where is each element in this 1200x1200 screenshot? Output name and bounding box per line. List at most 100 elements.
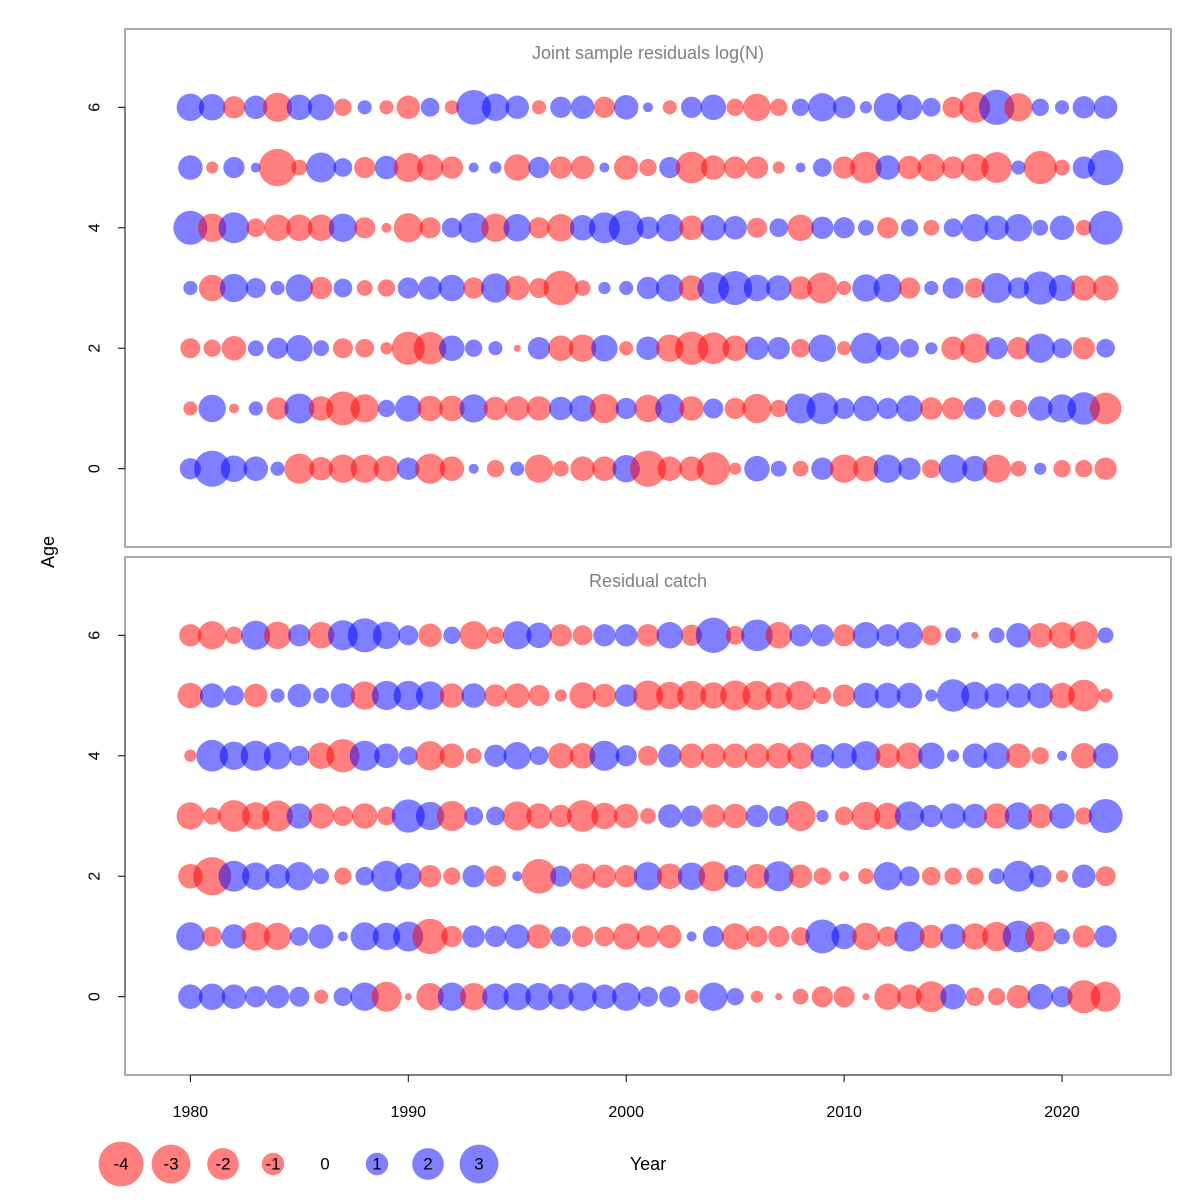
bubble (877, 217, 899, 239)
bubble (875, 155, 900, 180)
legend-label: -4 (113, 1155, 128, 1174)
bubble (468, 463, 479, 474)
bubble (415, 453, 446, 484)
bubble (1032, 219, 1049, 236)
bubble (1096, 338, 1115, 358)
bubble (1007, 337, 1030, 360)
bubble (525, 982, 553, 1011)
y-tick-label: 2 (87, 872, 104, 881)
bubble (832, 684, 856, 707)
bubble (393, 680, 423, 711)
bubble (572, 925, 594, 948)
bubble (656, 214, 684, 242)
y-axis: 0 2 4 6 (87, 631, 126, 1001)
bubble (334, 867, 352, 885)
bubble (833, 217, 855, 239)
bubble (723, 216, 747, 240)
bubble (745, 336, 769, 360)
y-tick-label: 4 (87, 751, 104, 760)
bubble (250, 162, 261, 173)
bubble (615, 624, 638, 647)
bubble (439, 743, 465, 769)
bubble (701, 804, 726, 828)
bubble (221, 984, 247, 1009)
bubble (594, 926, 615, 947)
bubble (619, 280, 634, 296)
bubble (877, 397, 899, 420)
bubble (503, 621, 532, 650)
bubble (464, 339, 483, 357)
bubble (1088, 799, 1123, 833)
bubble (325, 391, 360, 426)
bubble (245, 277, 266, 299)
bubble (459, 621, 488, 650)
bubble (398, 746, 418, 766)
bubble (695, 617, 732, 654)
legend-layer: -4 -3 -2 -1 0 1 2 3 (98, 1141, 499, 1187)
bubble (223, 685, 244, 706)
bubble (262, 92, 293, 122)
bubble (615, 397, 637, 420)
bubble (481, 213, 510, 242)
bubble (1006, 623, 1031, 648)
bubble (374, 155, 399, 180)
bubble (915, 981, 947, 1013)
bubble (962, 803, 988, 829)
bubble (176, 802, 205, 830)
bubble (504, 275, 530, 301)
bubble (768, 925, 790, 948)
bubble (852, 922, 880, 951)
legend-item: -2 (207, 1148, 239, 1180)
bubble (443, 626, 461, 644)
panel-1: Joint sample residuals log(N) 0 2 4 6 (87, 28, 1172, 548)
bubble (314, 989, 329, 1004)
bubble (1072, 96, 1096, 119)
bubble (328, 454, 358, 483)
bubble (350, 394, 379, 423)
bubble (543, 270, 579, 306)
bubble (462, 865, 485, 888)
bubble (896, 622, 923, 649)
bubble (923, 219, 940, 236)
bubble (1071, 743, 1097, 769)
bubble (858, 219, 874, 236)
bubble (468, 162, 479, 173)
bubble (874, 802, 901, 830)
bubble (858, 868, 874, 885)
bubble (940, 983, 966, 1010)
legend-label: 1 (372, 1155, 381, 1174)
bubble (680, 805, 703, 827)
bubble (659, 986, 681, 1008)
bubble (397, 277, 419, 299)
bubble (608, 210, 644, 246)
bubble (795, 162, 806, 173)
bubble (874, 983, 901, 1010)
bubble (657, 456, 683, 481)
bubble (1095, 866, 1116, 887)
x-tick-label: 2010 (826, 1104, 862, 1121)
bubble (701, 743, 726, 769)
bubble (441, 925, 463, 948)
bubble (395, 862, 422, 890)
bubble (962, 743, 988, 769)
bubble (675, 151, 708, 184)
bubble (961, 153, 989, 182)
bubble (504, 924, 530, 949)
bubble (813, 686, 832, 705)
bubble (334, 98, 352, 116)
bubble (221, 335, 247, 361)
bubble (853, 455, 879, 482)
y-tick-label: 6 (87, 631, 104, 640)
bubble (1067, 679, 1100, 712)
bubble (1092, 743, 1119, 769)
bubble (1093, 95, 1118, 120)
bubble (333, 278, 353, 298)
bubble (920, 804, 943, 828)
bubble (569, 863, 596, 889)
bubble (834, 806, 854, 826)
legend-item: 2 (412, 1148, 444, 1180)
bubble (983, 803, 1010, 829)
bubble (286, 94, 313, 121)
bubble (612, 923, 640, 950)
bubble (527, 337, 551, 360)
